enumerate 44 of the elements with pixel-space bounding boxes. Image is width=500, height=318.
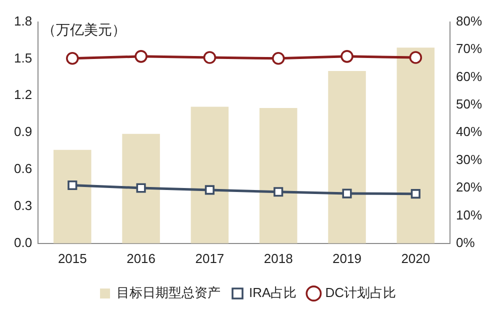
legend-label: 目标日期型总资产 (116, 285, 221, 300)
x-tick-label: 2018 (264, 250, 293, 266)
bar (122, 134, 160, 244)
point (68, 180, 78, 190)
x-tick-label: 2020 (401, 250, 430, 266)
point (410, 189, 420, 199)
point (204, 185, 214, 195)
point (274, 187, 284, 197)
y2-tick-label: 60% (456, 68, 482, 84)
y2-tick-label: 20% (456, 180, 482, 195)
y2-tick-label: 50% (456, 96, 482, 112)
point (134, 50, 148, 63)
bar (328, 71, 366, 244)
y2-tick-label: 40% (456, 124, 482, 140)
bar (396, 48, 435, 244)
bar (54, 150, 92, 244)
y2-tick-label: 30% (456, 152, 482, 167)
y-tick-label: 0.0 (14, 234, 32, 250)
y2-tick-label: 80% (456, 13, 482, 28)
x-tick-label: 2017 (195, 250, 224, 266)
bar (190, 106, 229, 244)
y2-tick-label: 70% (456, 41, 482, 56)
legend-label: IRA占比 (249, 285, 297, 300)
y2-tick-label: 10% (456, 207, 482, 222)
point (272, 52, 285, 65)
y-tick-label: 0.9 (14, 124, 32, 140)
legend-label: DC计划占比 (325, 285, 396, 300)
point (203, 51, 216, 64)
x-tick-label: 2019 (332, 250, 362, 266)
bar (259, 108, 298, 244)
point (136, 183, 146, 193)
point (409, 51, 422, 64)
y2-tick-label: 0% (456, 234, 476, 250)
y-tick-label: 0.3 (14, 198, 32, 214)
point (340, 50, 354, 63)
x-tick-label: 2016 (126, 250, 156, 266)
x-tick-label: 2015 (58, 250, 87, 266)
y-tick-label: 0.6 (14, 161, 32, 176)
y-tick-label: 1.8 (14, 13, 32, 28)
y-axis-title: （万亿美元） (42, 22, 126, 38)
point (66, 52, 79, 65)
y-tick-label: 1.2 (14, 87, 32, 102)
y-tick-label: 1.5 (14, 50, 32, 66)
point (342, 188, 352, 198)
